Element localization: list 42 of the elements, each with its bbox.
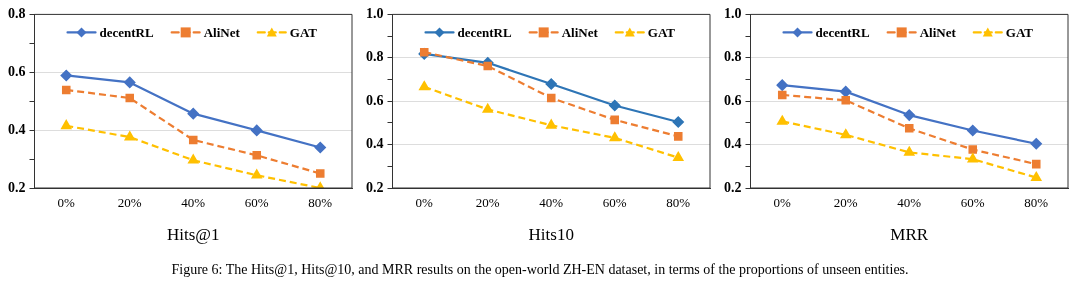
y-tick-label: 0.2 [724,179,742,195]
legend-label: AliNet [919,24,957,40]
x-tick-label: 40% [539,195,564,211]
legend-label: AliNet [561,24,599,40]
x-tick-label: 60% [602,195,627,211]
x-tick-label: 60% [244,195,269,211]
legend-label: GAT [647,24,676,40]
x-tick-label: 0% [415,195,434,211]
x-tick-label: 40% [897,195,922,211]
x-axis-title: Hits@1 [167,225,220,245]
y-tick-label: 0.8 [724,49,742,65]
legend-label: GAT [1005,24,1034,40]
x-axis-title: MRR [890,225,929,245]
legend-label: AliNet [203,24,241,40]
y-tick-label: 0.6 [8,63,26,79]
y-tick-label: 0.6 [724,92,742,108]
x-tick-label: 20% [117,195,142,211]
x-tick-label: 40% [181,195,206,211]
x-tick-label: 80% [666,195,691,211]
y-tick-label: 0.8 [366,49,384,65]
y-tick-label: 1.0 [366,6,384,22]
y-tick-label: 0.4 [724,136,742,152]
y-tick-label: 0.2 [366,179,384,195]
y-tick-label: 0.6 [366,92,384,108]
x-tick-label: 60% [960,195,985,211]
legend-label: decentRL [99,24,155,40]
x-tick-label: 20% [833,195,858,211]
x-axis-title: Hits10 [528,225,574,245]
x-tick-label: 0% [773,195,792,211]
x-tick-label: 0% [57,195,76,211]
y-tick-label: 0.4 [366,136,384,152]
y-tick-label: 0.8 [8,6,26,22]
legend-label: GAT [289,24,318,40]
x-tick-label: 80% [1024,195,1049,211]
legend-label: decentRL [815,24,871,40]
x-tick-label: 80% [308,195,333,211]
y-tick-label: 0.4 [8,121,26,137]
y-tick-label: 0.2 [8,179,26,195]
legend-label: decentRL [457,24,513,40]
y-tick-label: 1.0 [724,6,742,22]
x-tick-label: 20% [475,195,500,211]
caption: Figure 6: The Hits@1, Hits@10, and MRR results on the open-world ZH-EN dataset, in terms of the proportions of unseen entities. [170,262,910,278]
